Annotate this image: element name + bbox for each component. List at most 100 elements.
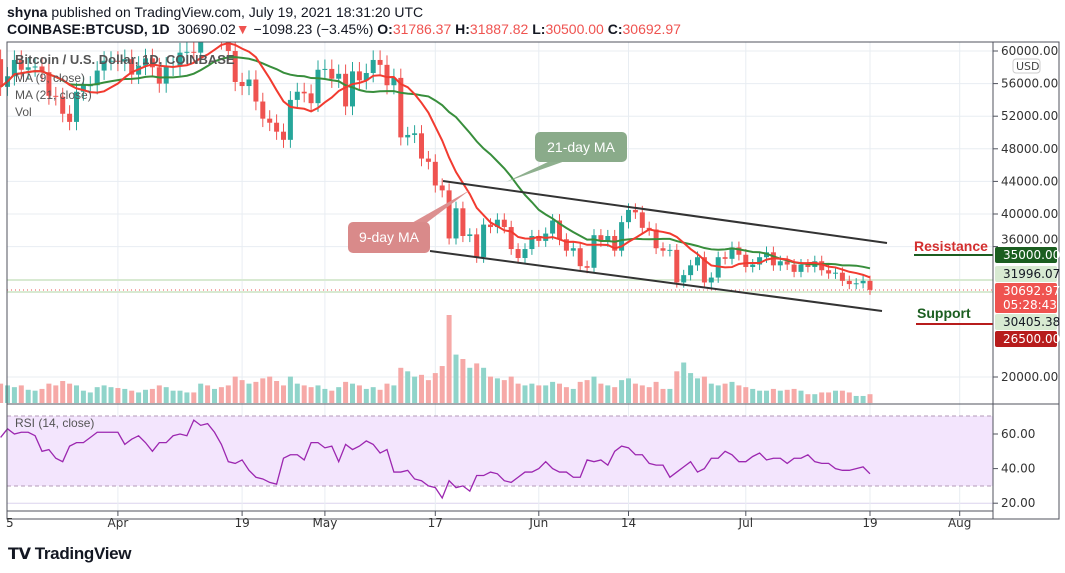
volume-bar — [591, 376, 597, 403]
candle-body — [577, 248, 583, 267]
candle-body — [467, 234, 473, 237]
volume-bar — [674, 371, 680, 403]
candle-body — [536, 236, 542, 241]
resistance-price-text: 35000.00 — [1003, 248, 1060, 262]
volume-bars — [0, 315, 873, 403]
legend-ma9[interactable]: MA (9, close) — [15, 71, 86, 85]
volume-bar — [805, 394, 811, 403]
candle-body — [329, 68, 335, 79]
legend-rsi[interactable]: RSI (14, close) — [15, 416, 95, 430]
price-tick-label: 60000.00 — [1001, 44, 1058, 58]
rsi-tick-label: 40.00 — [1001, 462, 1035, 476]
candle-body — [363, 73, 369, 81]
candle-body — [626, 209, 631, 223]
candle-body — [784, 261, 790, 265]
candle-body — [839, 272, 845, 281]
volume-bar — [819, 392, 825, 403]
volume-bar — [791, 388, 797, 403]
volume-bar — [163, 387, 169, 403]
volume-bar — [225, 385, 231, 403]
volume-bar — [25, 389, 31, 403]
volume-bar — [94, 387, 100, 403]
volume-bar — [322, 388, 328, 403]
volume-bar — [439, 366, 445, 403]
price-axis[interactable]: 60000.00 56000.00 52000.00 48000.00 44000.00… — [993, 44, 1058, 384]
high-value: 31887.82 — [469, 21, 529, 37]
candle-body — [260, 101, 266, 119]
candle-body — [356, 71, 362, 81]
volume-bar — [570, 388, 576, 403]
channel-lower-trendline[interactable] — [429, 250, 883, 312]
high-label: H: — [455, 21, 470, 37]
candle-body — [681, 275, 687, 283]
price-change: −1098.23 (−3.45%) — [253, 21, 374, 37]
volume-bar — [722, 383, 728, 403]
volume-bar — [115, 388, 121, 403]
volume-bar — [764, 390, 769, 403]
volume-bar — [18, 385, 24, 403]
volume-bar — [543, 385, 549, 403]
candle-body — [805, 264, 811, 267]
resistance-label: Resistance — [914, 238, 988, 254]
legend-vol[interactable]: Vol — [15, 105, 32, 119]
volume-bar — [653, 381, 659, 403]
candle-body — [32, 66, 38, 68]
volume-bar — [784, 389, 790, 403]
close-value: 30692.97 — [622, 21, 681, 37]
candle-body — [777, 261, 783, 266]
time-axis[interactable]: 5 Apr 19 May 17 Jun 14 Jul 19 Aug — [6, 511, 971, 530]
candle-body — [819, 261, 825, 271]
ma21-line — [0, 56, 871, 270]
currency-badge[interactable] — [1012, 58, 1041, 74]
volume-bar — [626, 378, 631, 403]
rsi-band — [7, 416, 993, 486]
candle-body — [129, 59, 135, 75]
volume-bar — [287, 376, 293, 403]
volume-bar — [619, 380, 625, 403]
ma9-line — [0, 42, 871, 279]
candle-body — [757, 257, 763, 265]
ma21-callout-box[interactable] — [535, 132, 627, 162]
candle-body — [315, 69, 321, 104]
ma21-callout-text: 21-day MA — [547, 139, 615, 155]
tradingview-logo[interactable]: 𝗧𝗩 TradingView — [8, 544, 132, 564]
volume-bar — [667, 388, 673, 403]
rsi-axis[interactable]: 60.00 40.00 20.00 — [993, 427, 1035, 510]
volume-bar — [839, 390, 845, 403]
candle-body — [398, 77, 404, 138]
candle-body — [791, 264, 797, 272]
legend-ma21[interactable]: MA (21, close) — [15, 88, 92, 102]
volume-bar — [577, 381, 583, 403]
open-value: 31786.37 — [392, 21, 452, 37]
publish-info: shyna published on TradingView.com, July… — [7, 4, 423, 20]
candle-body — [612, 236, 618, 251]
channel-upper-trendline[interactable] — [442, 180, 888, 244]
volume-bar — [860, 395, 866, 403]
candle-body — [453, 208, 459, 239]
open-label: O: — [377, 21, 393, 37]
price-tick-label: 40000.00 — [1001, 207, 1058, 221]
candle-body — [660, 248, 666, 251]
volume-bar — [149, 388, 155, 403]
ma9-callout-box[interactable] — [348, 222, 430, 253]
low-label: L: — [532, 21, 546, 37]
volume-bar — [777, 390, 783, 403]
volume-bar — [508, 376, 514, 403]
volume-bar — [363, 388, 369, 403]
volume-bar — [632, 383, 638, 403]
volume-bar — [494, 378, 500, 403]
candle-body — [425, 158, 431, 162]
volume-bar — [757, 390, 763, 403]
volume-bar — [446, 315, 452, 403]
volume-bar — [612, 387, 618, 403]
candle-body — [122, 59, 128, 62]
candle-body — [377, 59, 383, 65]
candle-body — [605, 236, 611, 241]
price-tick-label: 20000.00 — [1001, 370, 1058, 384]
volume-bar — [356, 385, 362, 403]
candle-body — [867, 280, 873, 290]
candle-body — [750, 264, 756, 267]
candle-body — [67, 113, 73, 122]
ma9-callout-text: 9-day MA — [359, 229, 420, 245]
